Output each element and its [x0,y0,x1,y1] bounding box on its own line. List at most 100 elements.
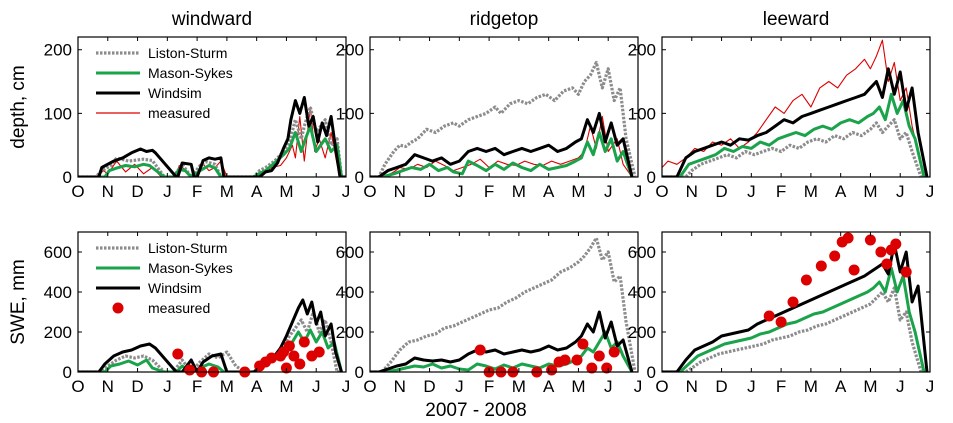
series-line-mason [662,92,926,177]
legend-label-measured: measured [148,105,210,121]
series-group [370,60,637,177]
axes-box [369,231,639,373]
axes-box [369,36,639,178]
series-line-liston [662,286,923,372]
measured-point [593,350,605,362]
series-line-liston [78,310,342,372]
legend-label-measured: measured [148,300,210,316]
x-tick-label: M [571,182,585,201]
x-tick-label: N [394,377,406,396]
measured-point [283,340,295,352]
measured-point [586,362,598,374]
x-tick-label: N [394,182,406,201]
x-tick-label: J [342,377,351,396]
x-tick-label: N [102,182,114,201]
panel-title: leeward [763,9,830,30]
measured-point [875,246,887,258]
y-tick-label: 400 [628,283,656,302]
series-line-windsim [78,298,343,372]
y-tick-label: 100 [628,104,656,123]
x-tick-label: N [686,377,698,396]
x-tick-label: J [634,377,643,396]
x-tick-label: F [484,182,494,201]
measured-point [172,348,184,360]
measured-point [266,352,278,364]
y-tick-label: 0 [355,168,364,187]
measured-point [815,260,827,272]
series-group [662,39,929,177]
measured-point [571,354,583,366]
x-tick-label: J [163,182,172,201]
measured-point [474,344,486,356]
x-tick-label: M [804,377,818,396]
measured-point [881,258,893,270]
x-tick-label: J [163,377,172,396]
x-tick-label: A [835,377,847,396]
x-tick-label: J [604,377,613,396]
y-tick-label: 600 [628,243,656,262]
legend-marker-measured [112,302,124,314]
x-tick-label: F [192,182,202,201]
x-tick-label: J [926,182,935,201]
measured-point [900,266,912,278]
measured-point [184,364,196,376]
y-tick-label: 0 [647,168,656,187]
y-tick-label: 600 [336,243,364,262]
x-tick-label: M [512,182,526,201]
x-tick-label: J [747,377,756,396]
x-tick-label: D [715,377,727,396]
x-tick-label: A [251,182,263,201]
x-tick-label: O [363,377,376,396]
axes-box [77,231,347,373]
x-tick-label: O [71,377,84,396]
x-tick-label: A [251,377,263,396]
measured-point [608,346,620,358]
x-tick-label: D [423,377,435,396]
axes-box [77,36,347,178]
shared-x-axis-label: 2007 - 2008 [425,400,526,421]
measured-point [577,338,589,350]
x-tick-label: M [279,377,293,396]
series-line-windsim [662,67,929,177]
series-line-mason [78,328,343,372]
x-tick-label: O [71,182,84,201]
y-tick-label: 400 [44,283,72,302]
y-tick-label: 200 [628,41,656,60]
x-tick-label: F [776,377,786,396]
x-tick-label: N [686,182,698,201]
series-line-mason [370,330,634,372]
series-line-liston [370,60,637,177]
y-tick-label: 0 [63,363,72,382]
axes-box [661,231,931,373]
panel-title: windward [171,9,252,30]
x-tick-label: M [571,377,585,396]
x-tick-label: O [655,377,668,396]
x-tick-label: D [423,182,435,201]
x-tick-label: M [804,182,818,201]
x-tick-label: O [655,182,668,201]
x-tick-label: F [776,182,786,201]
measured-point [559,354,571,366]
series-group [370,236,637,372]
series-line-windsim [78,96,346,177]
axes-box [661,36,931,178]
measured-point [890,238,902,250]
series-line-windsim [370,111,634,177]
panel-title: ridgetop [470,9,539,30]
y-tick-label: 200 [628,323,656,342]
x-tick-label: F [484,377,494,396]
measured-point [298,336,310,348]
x-tick-label: O [363,182,376,201]
x-tick-label: D [131,377,143,396]
x-tick-label: J [896,377,905,396]
y-tick-label: 0 [355,363,364,382]
y-tick-label: 600 [44,243,72,262]
x-tick-label: M [863,377,877,396]
x-tick-label: A [835,182,847,201]
series-line-liston [662,118,923,177]
